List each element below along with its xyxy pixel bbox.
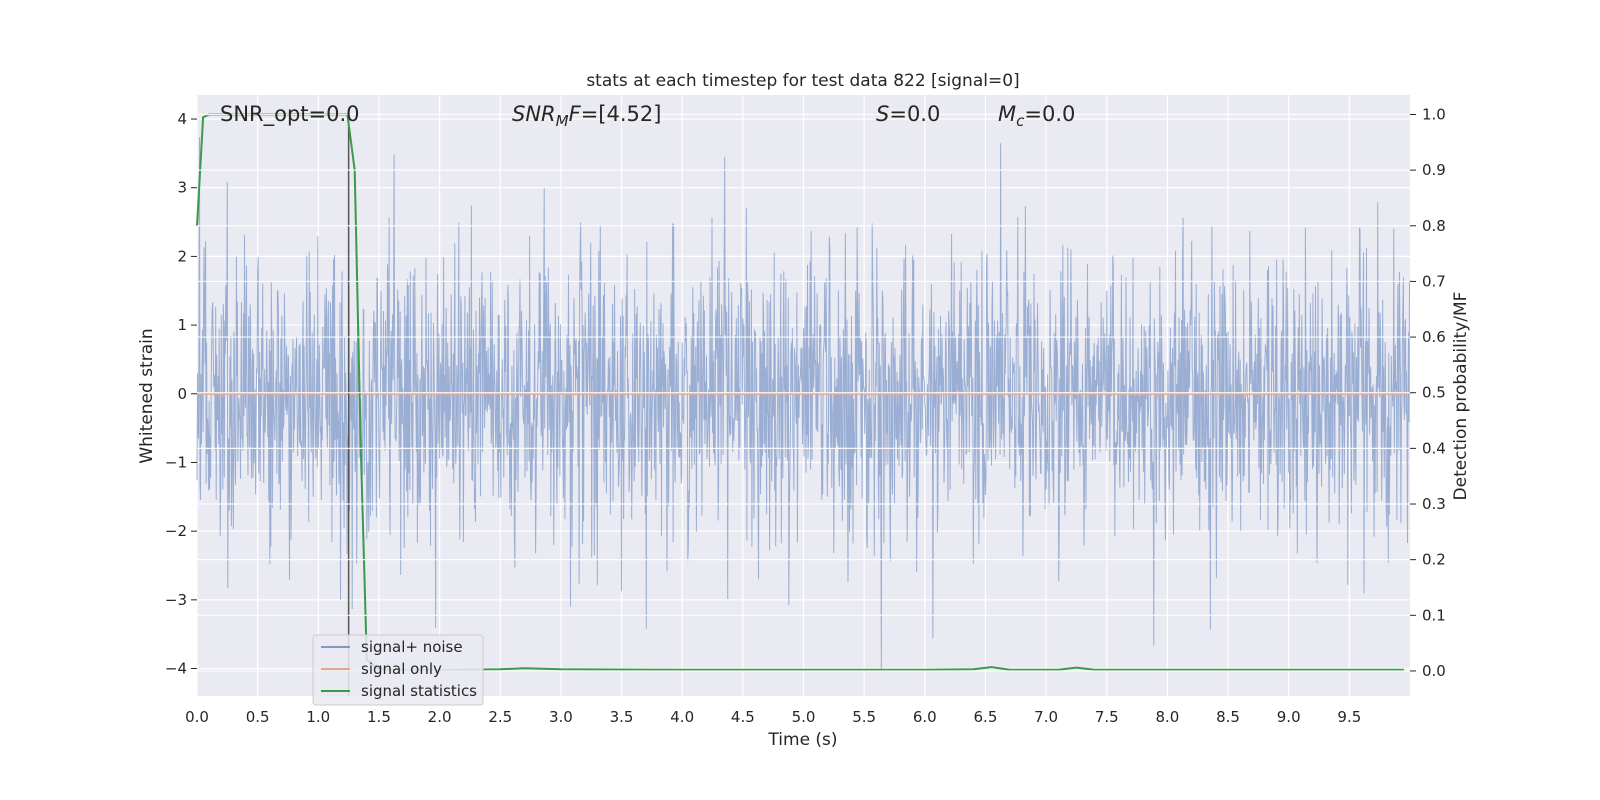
series-signal-noise [196,137,1410,669]
x-tick-label: 6.5 [974,708,998,726]
y-left-tick-label: −2 [165,522,187,540]
legend: signal+ noise signal only signal statist… [312,634,484,706]
x-tick-label: 5.5 [852,708,876,726]
chart-title: stats at each timestep for test data 822… [586,71,1019,91]
x-tick-label: 7.5 [1095,708,1119,726]
x-tick-label: 7.0 [1034,708,1058,726]
x-axis-ticks: 0.0 0.5 1.0 1.5 2.0 2.5 3.0 3.5 4.0 4.5 5.0 5.5 6.0 6… [185,708,1361,726]
y-right-tick-label: 0.9 [1422,161,1446,179]
legend-label-signal-only: signal only [361,660,442,678]
x-tick-label: 8.0 [1155,708,1179,726]
y-left-tick-label: 0 [177,385,187,403]
x-axis-label: Time (s) [767,730,837,750]
annotation-mc: Mc=0.0 [998,102,1075,130]
y-axis-left-label: Whitened strain [137,328,157,463]
y-left-tick-label: −4 [165,660,187,678]
x-tick-label: 1.5 [367,708,391,726]
y-left-tick-label: −1 [165,453,187,471]
y-right-tick-label: 0.7 [1422,272,1446,290]
y-left-tick-label: 3 [177,179,187,197]
x-tick-label: 6.0 [913,708,937,726]
annotation-s: S=0.0 [876,102,940,126]
y-right-tick-label: 0.6 [1422,328,1446,346]
y-right-tick-label: 0.5 [1422,384,1446,402]
right-axis-grid [197,113,1410,672]
y-left-tick-label: 2 [177,247,187,265]
y-left-tick-label: 1 [177,316,187,334]
y-right-tick-label: 0.8 [1422,217,1446,235]
legend-label-signal-statistics: signal statistics [361,682,477,700]
x-tick-label: 0.5 [246,708,270,726]
x-tick-label: 3.0 [549,708,573,726]
y-axis-left-ticks: 4 3 2 1 0 −1 −2 −3 −4 [165,110,197,678]
annotation-snr-mf: SNRMF=[4.52] [512,102,661,130]
y-right-tick-label: 0.4 [1422,439,1446,457]
y-axis-right-label: Detection probability/MF [1451,292,1471,501]
x-tick-label: 4.0 [670,708,694,726]
x-tick-label: 3.5 [610,708,634,726]
annotation-snr-opt: SNR_opt=0.0 [220,102,360,127]
x-tick-label: 2.0 [428,708,452,726]
y-right-tick-label: 0.1 [1422,606,1446,624]
y-right-tick-label: 0.3 [1422,495,1446,513]
x-tick-label: 4.5 [731,708,755,726]
signal-noise-trace [196,137,1410,669]
x-tick-label: 5.0 [792,708,816,726]
y-right-tick-label: 0.2 [1422,551,1446,569]
x-tick-label: 9.0 [1277,708,1301,726]
y-axis-right-ticks: 1.0 0.9 0.8 0.7 0.6 0.5 0.4 0.3 0.2 0.1 0.0 [1410,105,1446,680]
y-right-tick-label: 1.0 [1422,105,1446,123]
x-tick-label: 8.5 [1216,708,1240,726]
legend-label-signal-noise: signal+ noise [361,638,463,656]
x-tick-label: 2.5 [488,708,512,726]
x-tick-label: 9.5 [1337,708,1361,726]
y-right-tick-label: 0.0 [1422,662,1446,680]
y-left-tick-label: 4 [177,110,187,128]
legend-box [312,634,484,706]
x-tick-label: 0.0 [185,708,209,726]
x-tick-label: 1.0 [306,708,330,726]
y-left-tick-label: −3 [165,591,187,609]
